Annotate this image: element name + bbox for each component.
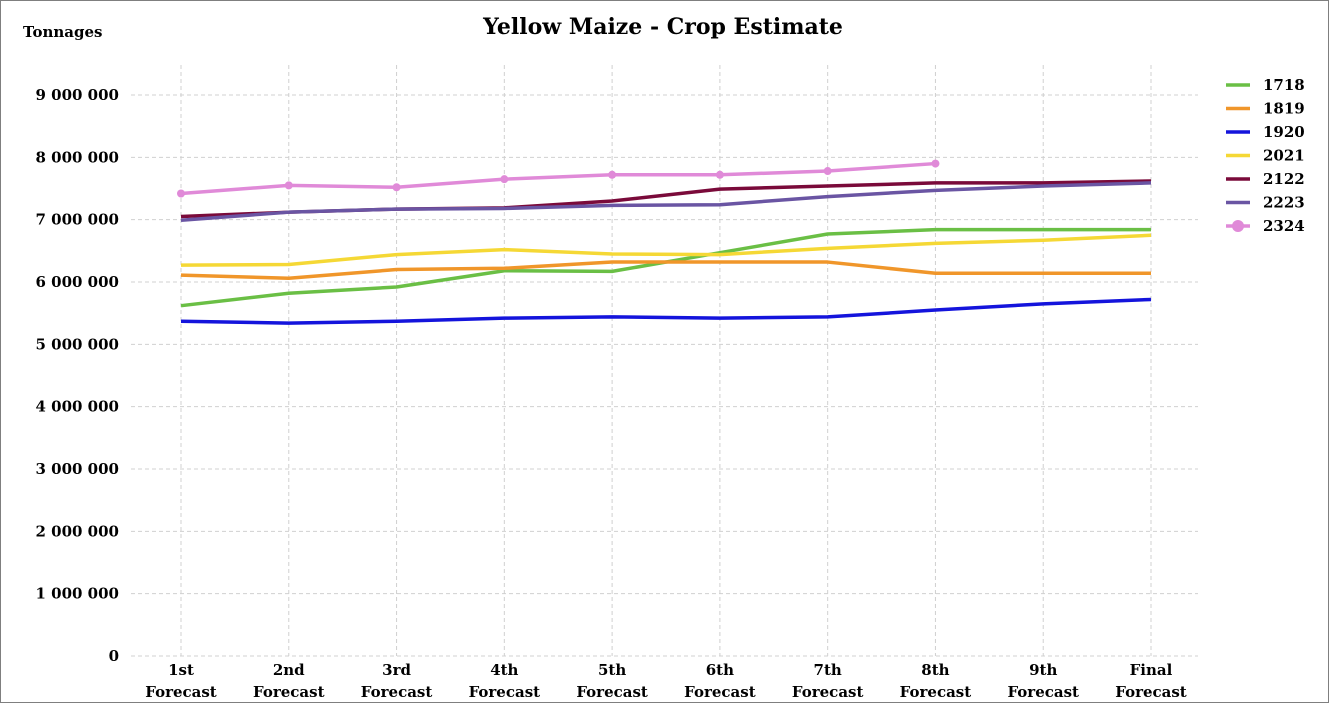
y-tick-label: 9 000 000 xyxy=(35,86,119,104)
legend-label: 1920 xyxy=(1263,123,1305,141)
series-layer xyxy=(177,159,1152,325)
y-tick-label: 0 xyxy=(109,647,119,665)
y-tick-labels: 0 1 000 000 2 000 000 3 000 000 4 000 000 5 0… xyxy=(35,86,119,665)
x-tick-label: 1st Forecast xyxy=(145,661,217,701)
y-tick-label: 8 000 000 xyxy=(35,148,119,166)
data-point xyxy=(392,183,401,192)
x-tick-label: 4th Forecast xyxy=(469,661,541,701)
data-point xyxy=(284,181,293,190)
legend-marker xyxy=(1232,220,1244,232)
series-line-2021 xyxy=(180,233,1152,267)
legend-label: 1819 xyxy=(1263,100,1305,118)
y-tick-label: 7 000 000 xyxy=(35,211,119,229)
legend-label: 2324 xyxy=(1263,217,1305,235)
data-point xyxy=(931,159,940,168)
chart-title: Yellow Maize - Crop Estimate xyxy=(482,14,843,40)
data-point xyxy=(500,175,509,184)
x-tick-label: 2nd Forecast xyxy=(253,661,325,701)
legend-label: 2021 xyxy=(1263,147,1305,165)
series-line-2223 xyxy=(180,181,1152,223)
data-point xyxy=(608,170,617,179)
x-tick-label: 8th Forecast xyxy=(900,661,972,701)
x-tick-label: 6th Forecast xyxy=(684,661,756,701)
series-1920 xyxy=(180,297,1152,325)
grid-layer xyxy=(131,65,1198,657)
y-tick-label: 4 000 000 xyxy=(35,398,119,416)
series-line-2324 xyxy=(180,161,936,196)
x-tick-labels: 1st Forecast 2nd Forecast 3rd Forecast 4th Fore… xyxy=(145,661,1187,701)
series-2223 xyxy=(180,181,1152,223)
y-tick-label: 6 000 000 xyxy=(35,273,119,291)
x-tick-label: 7th Forecast xyxy=(792,661,864,701)
y-tick-label: 2 000 000 xyxy=(35,522,119,540)
data-point xyxy=(715,170,724,179)
data-point xyxy=(177,189,185,198)
series-line-1920 xyxy=(180,297,1152,325)
legend-label: 2223 xyxy=(1263,194,1305,212)
legend-label: 2122 xyxy=(1263,170,1305,188)
series-2021 xyxy=(180,233,1152,267)
legend-label: 1718 xyxy=(1263,76,1305,94)
y-tick-label: 1 000 000 xyxy=(35,585,119,603)
y-tick-label: 5 000 000 xyxy=(35,335,119,353)
x-tick-label: 5th Forecast xyxy=(576,661,648,701)
x-tick-label: Final Forecast xyxy=(1115,661,1187,701)
x-tick-label: 3rd Forecast xyxy=(361,661,433,701)
series-1819 xyxy=(180,260,1151,281)
series-2324 xyxy=(177,159,940,198)
legend: 1718 1819 1920 2021 2122 2223 2324 xyxy=(1226,76,1305,235)
series-line-1819 xyxy=(180,260,1151,281)
x-tick-label: 9th Forecast xyxy=(1007,661,1079,701)
y-tick-label: 3 000 000 xyxy=(35,460,119,478)
y-axis-label: Tonnages xyxy=(23,23,102,41)
data-point xyxy=(823,167,832,176)
